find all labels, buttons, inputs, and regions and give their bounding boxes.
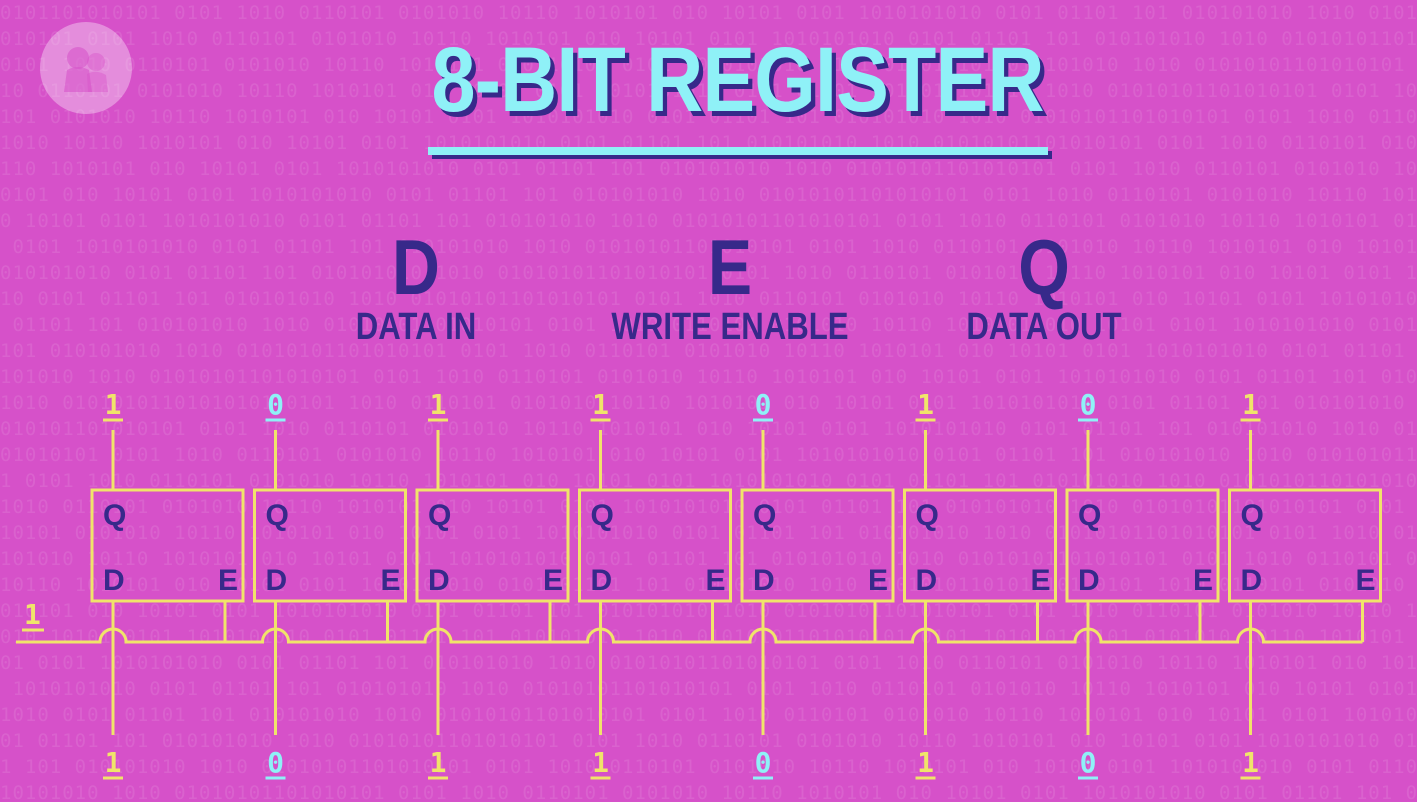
latch-port-e: E [1356,564,1376,597]
latch-port-d: D [428,564,450,597]
input-bit-3: 1 [430,746,447,779]
title-underline [428,147,1048,155]
page-title: 8-BIT REGISTER [431,29,1044,131]
latch-port-d: D [753,564,775,597]
latch-port-d: D [103,564,125,597]
latch-port-d: D [916,564,938,597]
input-bit-6: 1 [917,746,934,779]
input-bit-4: 1 [592,746,609,779]
latch-port-e: E [381,564,401,597]
write-enable-value: 1 [24,598,41,631]
legend-desc-write-enable: WRITE ENABLE [611,306,849,348]
latch-port-d: D [1241,564,1263,597]
latch-port-e: E [1193,564,1213,597]
pbs-logo-icon [40,22,132,114]
input-bit-5: 0 [755,746,772,779]
latch-port-e: E [218,564,238,597]
legend-desc-data-in: DATA IN [355,306,477,348]
latch-box [415,488,570,603]
latch-box [90,488,245,603]
latch-7: QD E 0 0 [1065,388,1220,780]
output-bit-4: 1 [592,388,609,421]
latch-port-d: D [1078,564,1100,597]
latch-port-q: Q [428,499,451,532]
latch-box [253,488,407,603]
input-bit-1: 1 [105,746,122,779]
output-bit-7: 0 [1080,388,1097,421]
output-bit-2: 0 [267,388,284,421]
latch-port-q: Q [103,499,126,532]
output-bit-1: 1 [105,388,122,421]
latch-box [1065,488,1220,603]
latch-port-d: D [591,564,613,597]
latch-6: QD E 1 1 [903,388,1057,780]
legend-desc-data-out: DATA OUT [966,306,1122,348]
latch-box [578,488,732,603]
legend-letter-q: Q [1018,223,1070,311]
latch-port-q: Q [1078,499,1101,532]
latch-port-q: Q [753,499,776,532]
legend-letter-e: E [707,223,753,311]
write-enable-bus [16,627,1363,644]
latch-port-q: Q [1241,499,1264,532]
latch-8: QD E 1 1 [1228,388,1382,780]
latch-port-q: Q [266,499,289,532]
input-bit-7: 0 [1080,746,1097,779]
input-bit-8: 1 [1242,746,1259,779]
latch-2: QD E 0 0 [253,388,407,780]
latch-box [903,488,1057,603]
output-bit-3: 1 [430,388,447,421]
latch-port-q: Q [916,499,939,532]
latch-3: QD E 1 1 [415,388,570,780]
latch-box [1228,488,1382,603]
latch-4: QD E 1 1 [578,388,732,780]
latch-port-e: E [1031,564,1051,597]
latch-box [740,488,895,603]
output-bit-5: 0 [755,388,772,421]
latch-port-d: D [266,564,288,597]
output-bit-6: 1 [917,388,934,421]
latch-port-e: E [868,564,888,597]
latch-port-q: Q [591,499,614,532]
latch-5: QD E 0 0 [740,388,895,780]
legend-letter-d: D [392,223,440,311]
output-bit-8: 1 [1242,388,1259,421]
latch-1: QD E 1 1 [90,388,245,780]
latch-port-e: E [543,564,563,597]
input-bit-2: 0 [267,746,284,779]
latch-port-e: E [706,564,726,597]
